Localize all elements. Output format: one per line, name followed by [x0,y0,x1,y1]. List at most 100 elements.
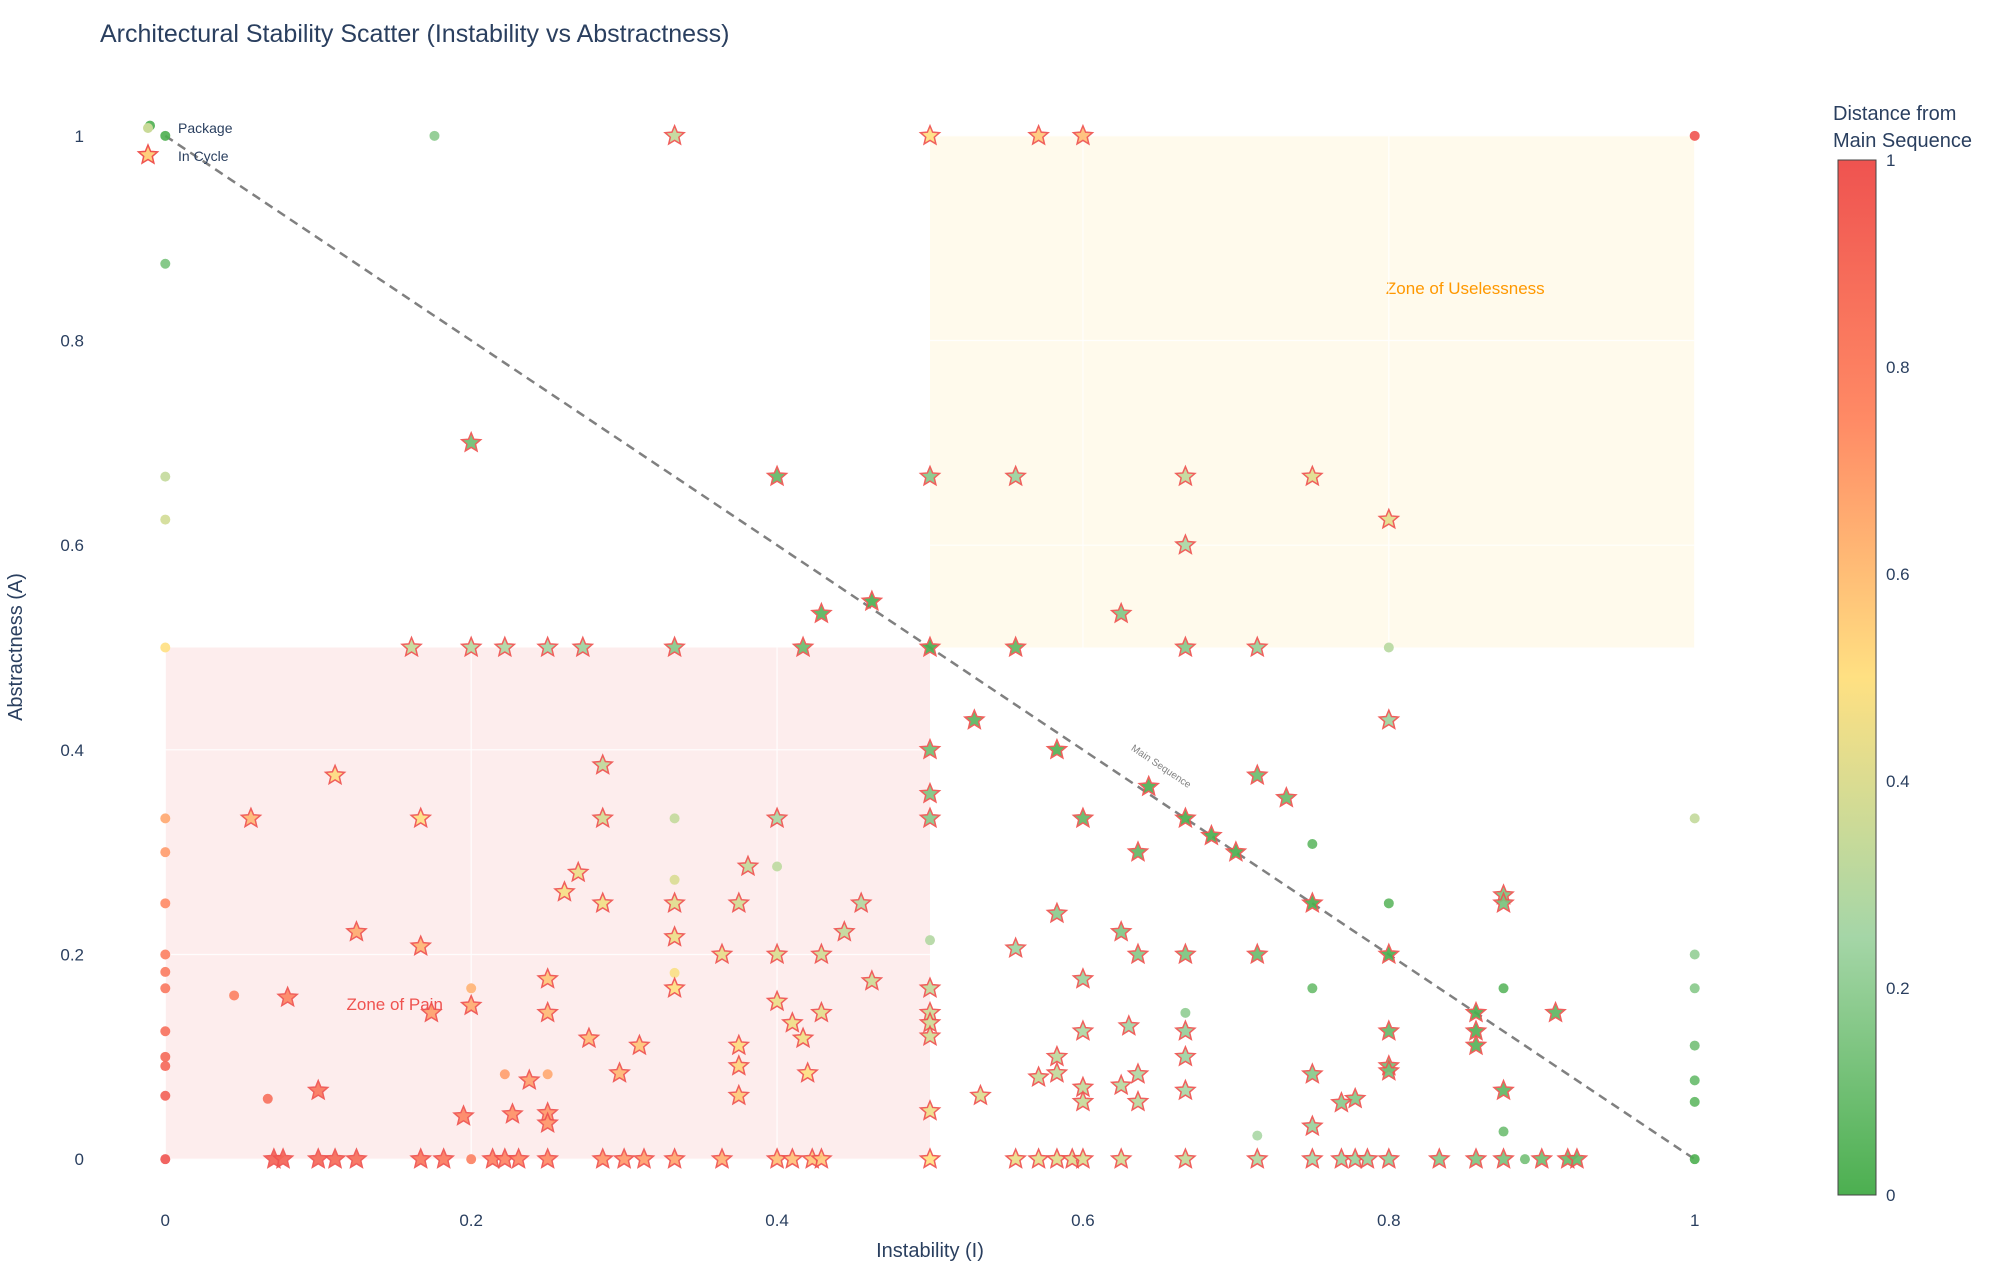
in-cycle-point [536,1147,560,1169]
zone-label: Zone of Uselessness [1386,279,1545,298]
in-cycle-point [765,942,789,965]
in-cycle-point [1377,1059,1401,1081]
package-point [160,898,171,909]
package-point [669,874,680,885]
in-cycle-point [765,464,789,487]
in-cycle-point [1300,1114,1324,1137]
package-point [466,1154,477,1165]
in-cycle-point [1071,1089,1095,1112]
package-point [1689,1075,1700,1086]
colorbar-tick-label: 0.6 [1886,565,1910,584]
in-cycle-point [409,934,433,956]
in-cycle-point [918,976,942,998]
in-cycle-point [727,1033,751,1056]
in-cycle-point [536,635,560,658]
in-cycle-point [1004,1147,1028,1169]
package-point [1252,1130,1263,1141]
in-cycle-point [810,1147,833,1169]
legend-package-label: Package [178,120,233,136]
package-point [1383,642,1394,653]
in-cycle-point [1109,601,1133,624]
in-cycle-point [663,891,686,914]
in-cycle-point [591,753,615,775]
package-point [542,1069,553,1080]
in-cycle-point [1245,763,1269,786]
in-cycle-point [860,969,884,991]
zone-rect [165,647,930,1160]
package-point [1498,1126,1509,1137]
in-cycle-point [1330,1090,1353,1113]
y-tick-label: 0.6 [60,536,84,555]
in-cycle-point [1200,823,1223,846]
package-point [1307,983,1318,994]
in-cycle-point [918,806,942,829]
in-cycle-point [271,1147,295,1169]
legend-package-marker [143,123,153,133]
in-cycle-point [663,976,686,998]
package-point [160,1051,171,1062]
in-cycle-point [1492,891,1515,914]
x-tick-label: 0.2 [459,1211,483,1230]
package-point [160,966,171,977]
in-cycle-point [663,123,686,146]
in-cycle-point [791,635,815,658]
in-cycle-point [663,635,686,658]
in-cycle-point [1117,1014,1141,1036]
in-cycle-point [591,1147,615,1169]
y-axis-title: Abstractness (A) [5,573,27,721]
in-cycle-point [1565,1147,1589,1169]
in-cycle-point [1174,1078,1197,1101]
in-cycle-point [810,942,833,965]
in-cycle-point [1004,464,1028,487]
package-point [160,1061,171,1072]
in-cycle-point [1427,1147,1451,1169]
legend: Package In Cycle [136,120,233,165]
in-cycle-point [400,635,423,658]
package-point [1689,983,1700,994]
in-cycle-point [306,1078,330,1101]
in-cycle-point [1245,635,1269,658]
package-point [160,471,171,482]
in-cycle-point [1174,942,1197,965]
in-cycle-point [345,920,368,942]
in-cycle-point [1300,891,1324,914]
package-point [429,130,440,141]
in-cycle-point [1027,123,1050,146]
y-tick-label: 0.2 [60,946,84,965]
in-cycle-point [409,1147,433,1169]
x-axis-ticks: 0 0.2 0.4 0.6 0.8 1 [161,1211,1700,1230]
package-point [160,514,171,525]
in-cycle-point [1377,942,1401,965]
in-cycle-point [1377,708,1401,730]
in-cycle-point [727,891,751,914]
y-tick-label: 1 [75,127,84,146]
package-point [160,813,171,824]
in-cycle-point [1492,1078,1515,1101]
y-tick-label: 0.4 [60,741,84,760]
in-cycle-point [765,989,789,1012]
in-cycle-point [860,589,884,612]
in-cycle-point [571,635,595,658]
in-cycle-point [832,920,856,942]
x-tick-label: 0.4 [765,1211,789,1230]
y-tick-label: 0 [75,1150,84,1169]
in-cycle-point [591,891,615,914]
in-cycle-point [1174,635,1197,658]
zone-label: Zone of Pain [347,995,443,1014]
in-cycle-point [345,1147,368,1169]
package-point [160,642,171,653]
in-cycle-point [459,430,483,453]
in-cycle-point [553,880,576,902]
in-cycle-point [459,993,483,1016]
colorbar-tick-label: 0.2 [1886,979,1910,998]
package-point [160,130,171,141]
in-cycle-point [969,1083,992,1106]
in-cycle-point [796,1061,820,1083]
package-point [160,1090,171,1101]
in-cycle-point [1045,737,1069,760]
in-cycle-point [420,1000,443,1023]
in-cycle-point [918,123,942,146]
colorbar-tick-label: 1 [1886,151,1895,170]
in-cycle-point [1377,1147,1401,1169]
